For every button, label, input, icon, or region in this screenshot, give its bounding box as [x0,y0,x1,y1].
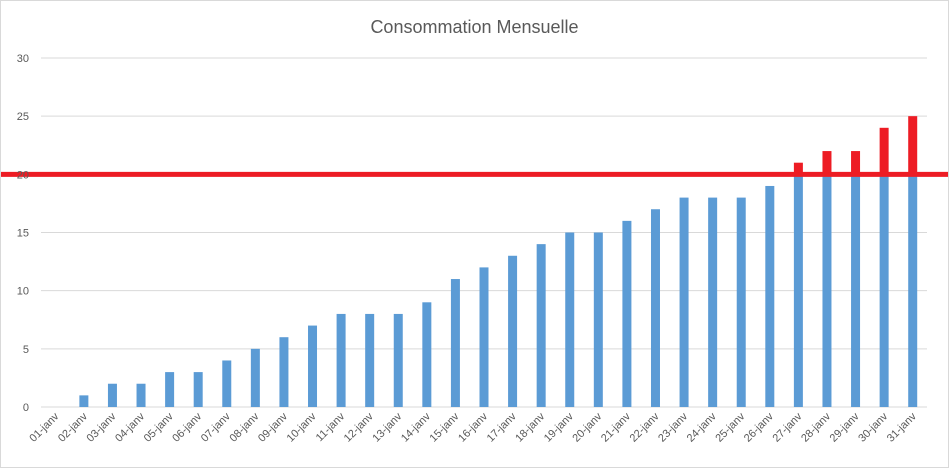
x-tick-label: 17-janv [485,410,519,444]
y-tick-label: 30 [17,53,29,65]
y-tick-label: 15 [17,228,29,240]
x-tick-label: 14-janv [399,410,433,444]
bar-over-threshold-31-janv [908,116,918,175]
x-tick-label: 03-janv [85,410,119,444]
bar-09-janv [279,337,289,407]
bar-over-threshold-28-janv [822,151,832,175]
y-tick-label: 10 [17,286,29,298]
x-tick-label: 13-janv [370,410,404,444]
bar-17-janv [508,255,518,407]
y-tick-label: 25 [17,111,29,123]
x-tick-label: 12-janv [342,410,376,444]
x-tick-label: 18-janv [513,410,547,444]
bar-02-janv [79,395,89,407]
bar-08-janv [250,348,260,407]
x-tick-label: 06-janv [170,410,204,444]
bar-31-janv [908,174,918,407]
x-tick-label: 30-janv [856,410,890,444]
x-tick-label: 22-janv [628,410,662,444]
y-tick-label: 5 [23,344,29,356]
bar-07-janv [222,360,232,407]
x-tick-label: 27-janv [771,410,805,444]
x-tick-label: 10-janv [285,410,319,444]
bars [79,116,918,407]
bar-04-janv [136,383,146,407]
bar-21-janv [622,220,632,407]
bar-05-janv [165,372,175,407]
x-tick-label: 23-janv [656,410,690,444]
x-tick-label: 11-janv [314,410,348,444]
bar-27-janv [793,174,803,407]
bar-22-janv [650,209,660,407]
x-tick-label: 16-janv [456,410,490,444]
x-tick-label: 05-janv [142,410,176,444]
x-tick-label: 20-janv [570,410,604,444]
x-tick-label: 02-janv [56,410,90,444]
x-tick-label: 31-janv [885,410,919,444]
chart-title: Consommation Mensuelle [370,17,579,37]
x-tick-label: 25-janv [713,410,747,444]
bar-over-threshold-30-janv [879,127,889,175]
x-tick-label: 01-janv [27,410,61,444]
bar-25-janv [736,197,746,407]
bar-over-threshold-27-janv [793,162,803,175]
x-tick-label: 07-janv [199,410,233,444]
x-tick-label: 24-janv [685,410,719,444]
bar-03-janv [107,383,117,407]
bar-06-janv [193,372,203,407]
y-tick-label: 0 [23,402,29,414]
bar-20-janv [593,232,603,407]
x-tick-label: 26-janv [742,410,776,444]
x-tick-label: 15-janv [428,410,462,444]
bar-over-threshold-29-janv [851,151,861,175]
x-tick-label: 21-janv [599,410,633,444]
bar-24-janv [708,197,718,407]
bar-28-janv [822,174,832,407]
bar-13-janv [393,313,403,407]
x-tick-label: 28-janv [799,410,833,444]
x-tick-label: 29-janv [828,410,862,444]
bar-18-janv [536,244,546,407]
tick-labels: 0 5 10 15 20 25 30 01-janv02-janv03-janv04-janv… [17,53,919,445]
bar-16-janv [479,267,489,407]
x-tick-label: 08-janv [227,410,261,444]
bar-19-janv [565,232,575,407]
y-tick-label: 20 [17,169,29,181]
x-tick-label: 19-janv [542,410,576,444]
x-tick-label: 09-janv [256,410,290,444]
bar-11-janv [336,313,346,407]
bar-26-janv [765,185,775,407]
bar-14-janv [422,302,432,407]
bar-12-janv [365,313,375,407]
bar-10-janv [308,325,318,407]
bar-29-janv [851,174,861,407]
bar-15-janv [450,279,460,407]
x-tick-label: 04-janv [113,410,147,444]
bar-23-janv [679,197,689,407]
bar-30-janv [879,174,889,407]
